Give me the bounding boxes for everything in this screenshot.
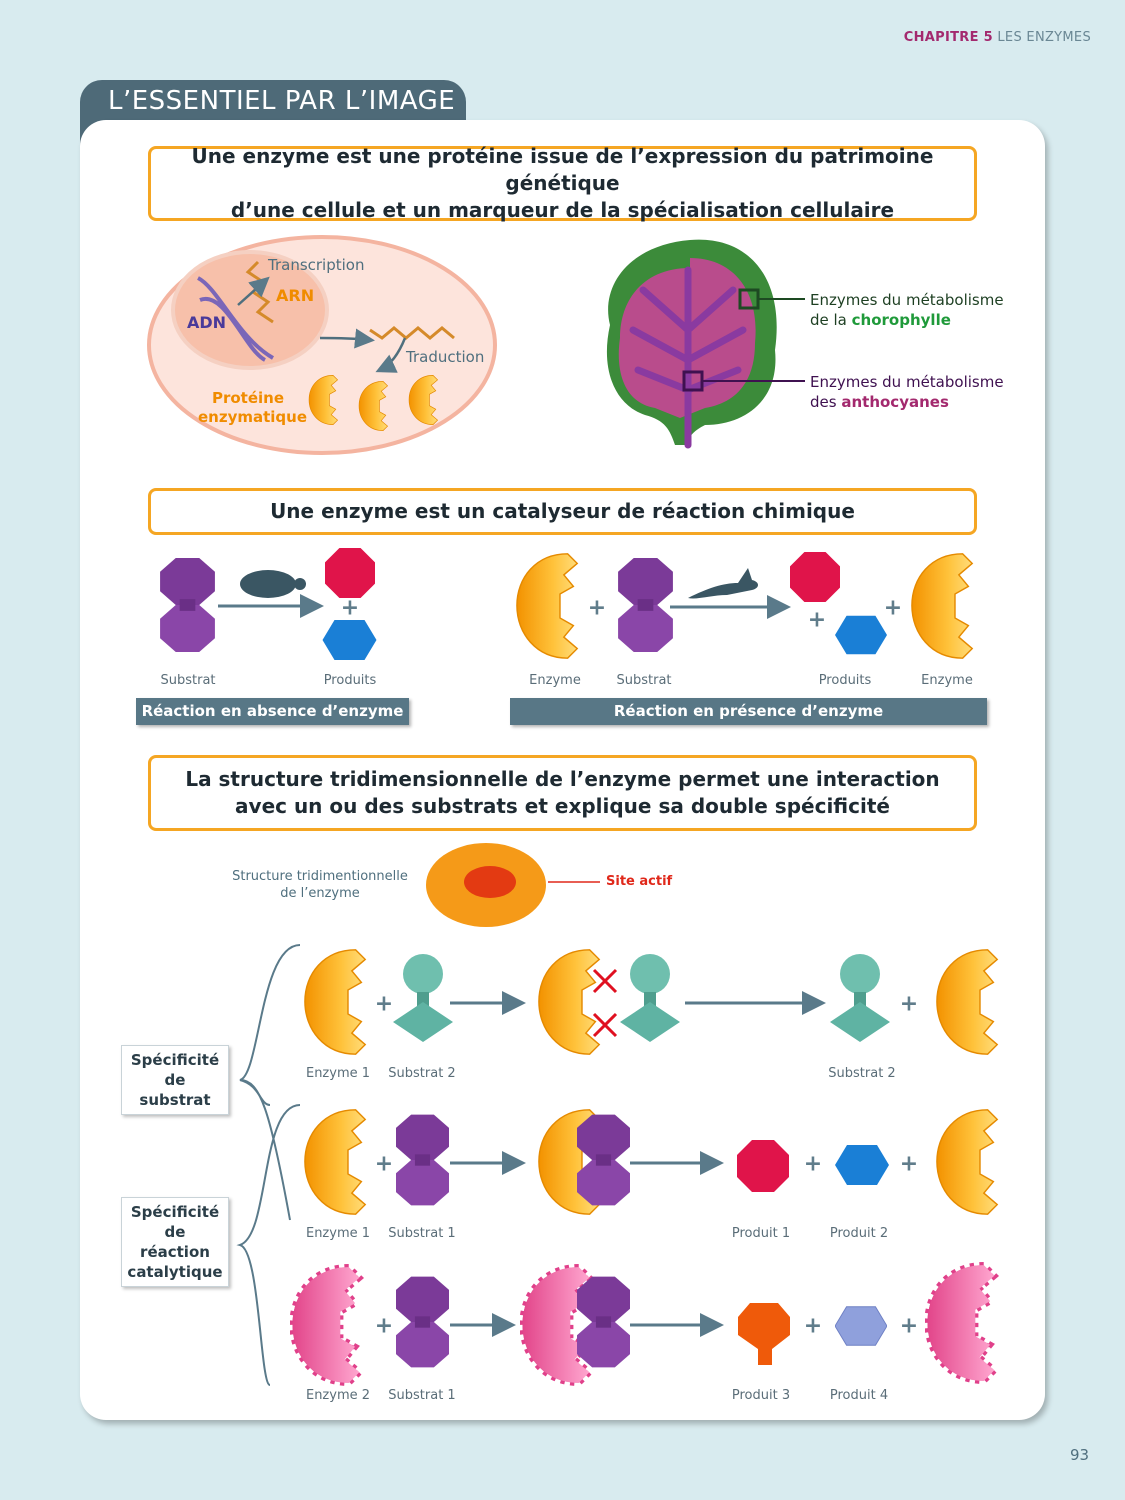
plus-sign: +: [803, 1313, 823, 1339]
label-substrat-1: Substrat 1: [388, 1388, 456, 1403]
plus-sign: +: [807, 607, 827, 633]
chapter-header: CHAPITRE 5 LES ENZYMES: [903, 30, 1091, 45]
cell-diagram: [147, 235, 497, 455]
bar-with-enzyme: Réaction en présence d’enzyme: [510, 698, 987, 725]
label-enzyme-2: Enzyme 2: [305, 1388, 371, 1403]
label-substrat-2: Substrat 2: [828, 1066, 896, 1081]
arn-label: ARN: [276, 286, 315, 305]
label-produit-2: Produit 2: [829, 1226, 889, 1241]
label-substrat-2: Substrat 2: [388, 1066, 456, 1081]
section2-title: Une enzyme est un catalyseur de réaction…: [148, 488, 977, 535]
anthocyanin-label: Enzymes du métabolisme des anthocyanes: [810, 373, 1004, 411]
plus-sign: +: [803, 1151, 823, 1177]
label-enzyme-1: Enzyme 1: [305, 1066, 371, 1081]
plus-sign: +: [374, 1313, 394, 1339]
plus-sign: +: [899, 991, 919, 1017]
chlorophyll-label: Enzymes du métabolisme de la chorophylle: [810, 291, 1004, 329]
row-substrate-1-enzyme-1: [304, 1109, 998, 1215]
plus-sign: +: [899, 1313, 919, 1339]
turtle-icon: [240, 570, 296, 598]
label-substrat: Substrat: [616, 673, 672, 688]
label-produits: Produits: [323, 673, 377, 688]
label-produit-4: Produit 4: [829, 1388, 889, 1403]
active-site-label: Site actif: [606, 874, 673, 889]
label-enzyme-1: Enzyme 1: [305, 1226, 371, 1241]
substrate-specificity-box: Spécificité de substrat: [121, 1045, 229, 1115]
traduction-label: Traduction: [406, 348, 485, 366]
plus-sign: +: [587, 595, 607, 621]
adn-label: ADN: [187, 313, 227, 332]
label-enzyme: Enzyme: [921, 673, 973, 688]
label-enzyme: Enzyme: [529, 673, 581, 688]
reaction-with-enzyme: [516, 552, 973, 659]
protein-label: Protéine enzymatique: [198, 389, 308, 426]
section1-title: Une enzyme est une protéine issue de l’e…: [148, 144, 977, 222]
transcription-label: Transcription: [268, 256, 365, 274]
reaction-without-enzyme: [160, 548, 377, 660]
section3-title: La structure tridimensionnelle de l’enzy…: [148, 755, 977, 831]
plus-sign: +: [374, 991, 394, 1017]
leaf-illustration: [606, 239, 805, 449]
rabbit-icon: [688, 568, 758, 599]
label-substrat: Substrat: [160, 673, 216, 688]
specificity-braces: [236, 944, 301, 1386]
page-number: 93: [1070, 1446, 1090, 1464]
plus-sign: +: [883, 595, 903, 621]
plus-sign: +: [374, 1151, 394, 1177]
label-produits: Produits: [818, 673, 872, 688]
label-substrat-1: Substrat 1: [388, 1226, 456, 1241]
row-substrate-2: [304, 949, 998, 1055]
plus-sign: +: [340, 595, 360, 621]
plus-sign: +: [899, 1151, 919, 1177]
label-produit-1: Produit 1: [731, 1226, 791, 1241]
structure-label: Structure tridimentionnelle de l’enzyme: [232, 869, 408, 901]
bar-without-enzyme: Réaction en absence d’enzyme: [136, 698, 409, 725]
reaction-specificity-box: Spécificité de réaction catalytique: [121, 1197, 229, 1287]
row-substrate-1-enzyme-2: [292, 1265, 994, 1383]
label-produit-3: Produit 3: [731, 1388, 791, 1403]
enzyme-3d-structure: [426, 843, 600, 927]
